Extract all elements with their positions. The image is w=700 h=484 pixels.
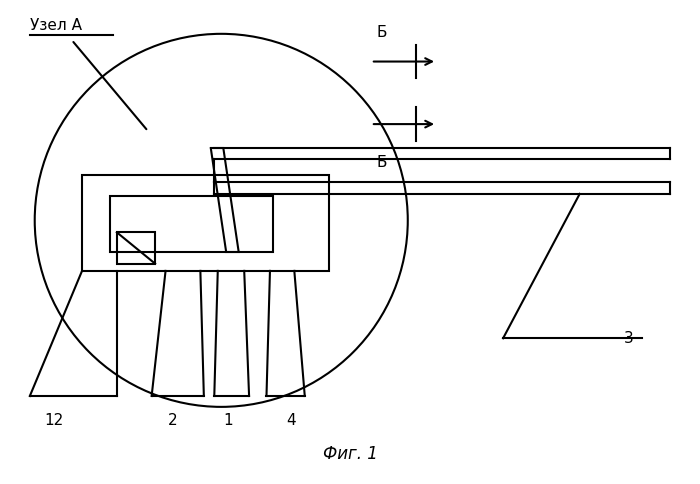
Text: 1: 1 [223,412,233,427]
Text: Б: Б [376,25,386,40]
Text: 12: 12 [45,412,64,427]
Bar [117,232,155,264]
Text: 4: 4 [286,412,295,427]
Text: Узел А: Узел А [30,18,82,32]
Text: Фиг. 1: Фиг. 1 [323,445,377,463]
Text: Б: Б [376,155,386,170]
Bar [110,197,274,252]
Text: 3: 3 [624,331,634,346]
Bar [82,175,329,271]
Text: 2: 2 [168,412,177,427]
